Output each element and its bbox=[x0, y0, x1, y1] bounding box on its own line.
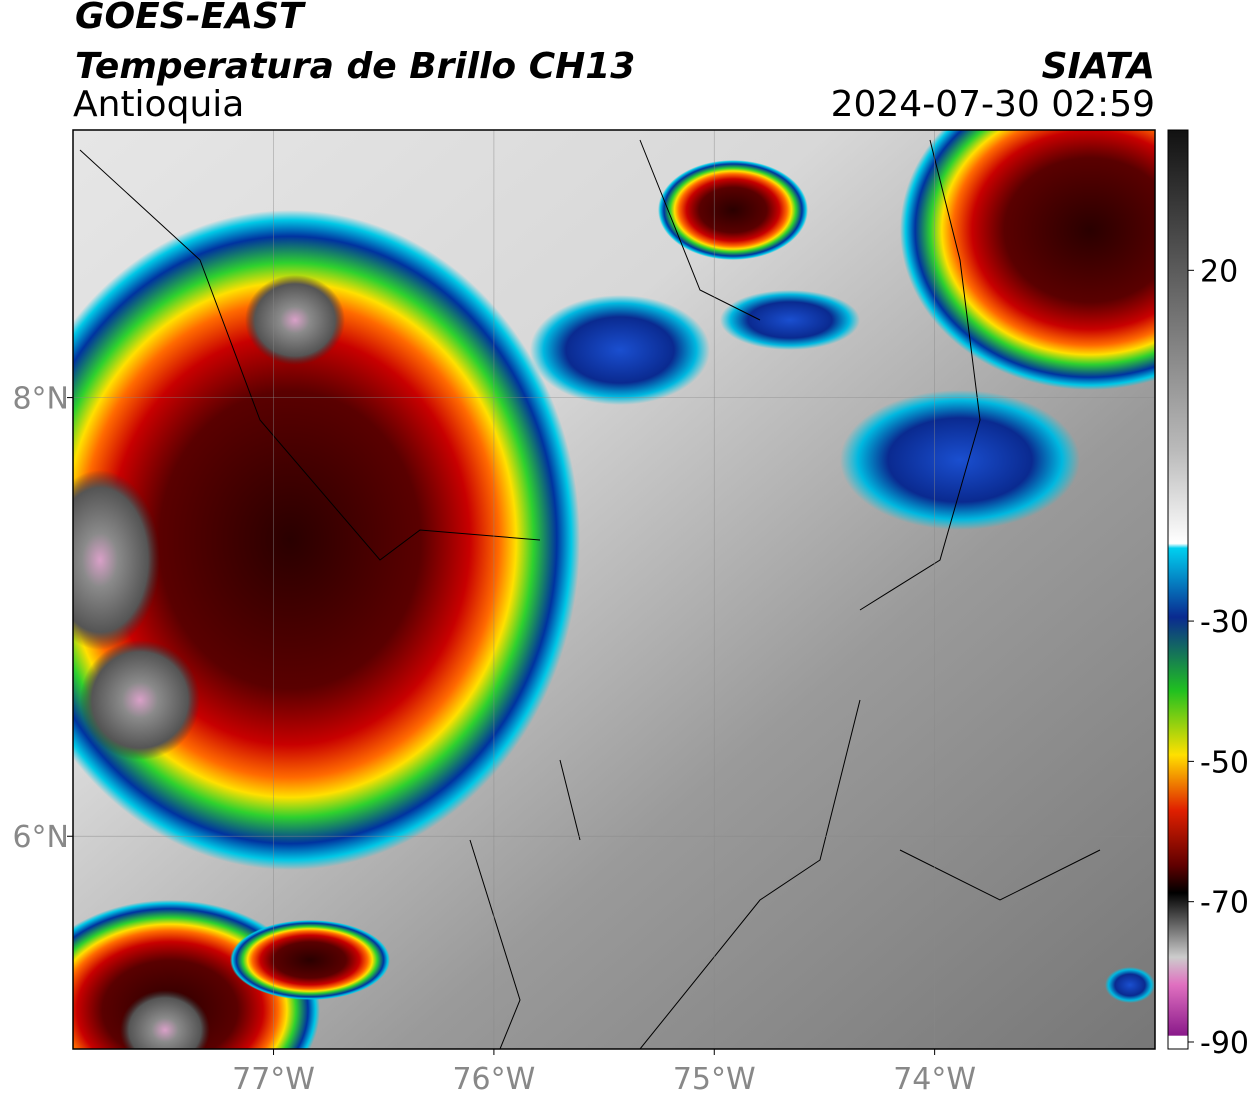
borders bbox=[79, 139, 1101, 1049]
x-tick-label: 76°W bbox=[452, 1062, 535, 1097]
region: Antioquia bbox=[73, 84, 244, 125]
satellite-image bbox=[73, 130, 1155, 1049]
subtitle: Temperatura de Brillo CH13 bbox=[75, 46, 635, 87]
x-tick-label: 74°W bbox=[893, 1062, 976, 1097]
y-tick-label: 6°N bbox=[12, 820, 69, 855]
colorbar-tick-label: -30 bbox=[1200, 605, 1249, 640]
colorbar-tick-label: -50 bbox=[1200, 745, 1249, 780]
timestamp: 2024-07-30 02:59 bbox=[831, 84, 1155, 125]
x-tick-label: 77°W bbox=[232, 1062, 315, 1097]
source: SIATA bbox=[1042, 46, 1155, 87]
x-tick-label: 75°W bbox=[673, 1062, 756, 1097]
title: GOES-EAST bbox=[75, 0, 306, 37]
plot-frame bbox=[72, 129, 1156, 1050]
colorbar-tick-label: -70 bbox=[1200, 886, 1249, 921]
colorbar bbox=[1167, 129, 1189, 1050]
colorbar-tick-label: -90 bbox=[1200, 1026, 1249, 1061]
colorbar-tick-label: 20 bbox=[1200, 254, 1238, 289]
y-tick-label: 8°N bbox=[12, 382, 69, 417]
grid bbox=[73, 130, 1155, 1049]
